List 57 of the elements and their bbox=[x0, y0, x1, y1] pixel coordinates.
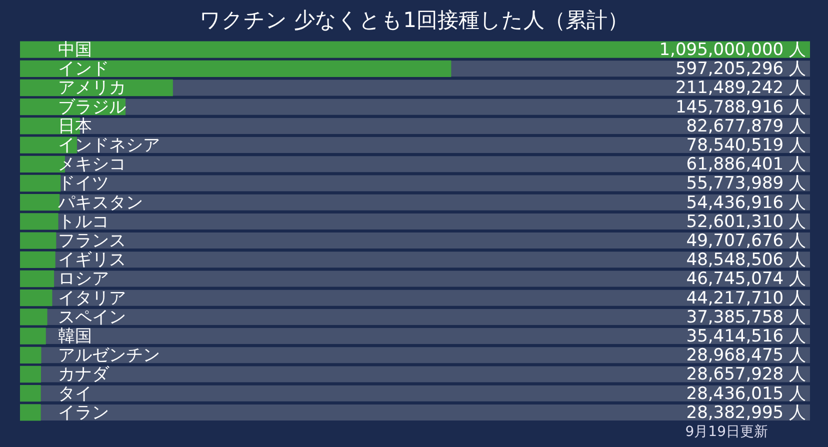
y-tick-label: アメリカ bbox=[58, 78, 126, 98]
data-label: 61,886,401 人 bbox=[686, 154, 806, 175]
y-tick-label: イギリス bbox=[58, 250, 126, 270]
y-tick-label: インド bbox=[58, 59, 109, 80]
text: 9月19日更新 bbox=[685, 423, 768, 441]
y-tick-label: イラン bbox=[58, 402, 109, 423]
y-tick-label: ロシア bbox=[58, 269, 109, 290]
bar bbox=[20, 346, 42, 364]
bar bbox=[20, 136, 77, 154]
data-label: 597,205,296 人 bbox=[675, 59, 806, 80]
bar bbox=[20, 79, 173, 96]
data-label: 145,788,916 人 bbox=[675, 97, 806, 118]
y-tick-label: メキシコ bbox=[58, 154, 126, 175]
data-label: 55,773,989 人 bbox=[686, 174, 806, 194]
y-tick-label: フランス bbox=[58, 230, 126, 251]
bar bbox=[20, 308, 48, 326]
y-tick-label: 日本 bbox=[58, 116, 92, 136]
y-tick-label: 中国 bbox=[58, 40, 92, 60]
y-tick-label: タイ bbox=[58, 384, 92, 404]
y-tick-label: トルコ bbox=[58, 212, 109, 232]
data-label: 35,414,516 人 bbox=[686, 326, 806, 346]
bar bbox=[20, 366, 42, 383]
data-label: 82,677,879 人 bbox=[686, 116, 806, 136]
y-tick-label: ドイツ bbox=[58, 174, 109, 194]
data-label: 28,436,015 人 bbox=[686, 384, 806, 404]
data-label: 211,489,242 人 bbox=[675, 78, 806, 98]
data-label: 28,968,475 人 bbox=[686, 346, 806, 366]
bar bbox=[20, 174, 61, 192]
y-tick-label: カナダ bbox=[58, 364, 110, 385]
y-tick-label: イタリア bbox=[58, 288, 126, 308]
bar bbox=[20, 290, 52, 306]
data-label: 28,657,928 人 bbox=[686, 364, 806, 385]
data-label: 37,385,758 人 bbox=[686, 307, 806, 328]
data-label: 78,540,519 人 bbox=[686, 135, 806, 156]
bar bbox=[20, 213, 58, 230]
y-tick-label: アルゼンチン bbox=[58, 346, 160, 366]
data-label: 48,548,506 人 bbox=[686, 250, 806, 270]
data-label: 54,436,916 人 bbox=[686, 192, 806, 213]
bar bbox=[20, 385, 41, 402]
bar bbox=[20, 328, 46, 344]
data-label: 46,745,074 人 bbox=[686, 269, 806, 290]
bar bbox=[20, 404, 41, 421]
bar bbox=[20, 251, 56, 268]
data-label: 49,707,676 人 bbox=[686, 230, 806, 251]
y-tick-label: 韓国 bbox=[58, 326, 92, 346]
data-label: 52,601,310 人 bbox=[686, 212, 806, 232]
data-label: 44,217,710 人 bbox=[686, 288, 806, 308]
y-tick-label: パキスタン bbox=[57, 192, 143, 213]
bar bbox=[20, 232, 56, 249]
chart-title: ワクチン 少なくとも1回接種した人（累計） bbox=[198, 7, 630, 34]
bar bbox=[20, 194, 60, 211]
y-tick-label: インドネシア bbox=[58, 135, 160, 156]
data-label: 28,382,995 人 bbox=[686, 402, 806, 423]
bar bbox=[20, 270, 54, 288]
y-tick-label: スペイン bbox=[58, 307, 126, 328]
y-tick-label: ブラジル bbox=[58, 97, 126, 118]
data-label: 1,095,000,000 人 bbox=[659, 40, 806, 60]
